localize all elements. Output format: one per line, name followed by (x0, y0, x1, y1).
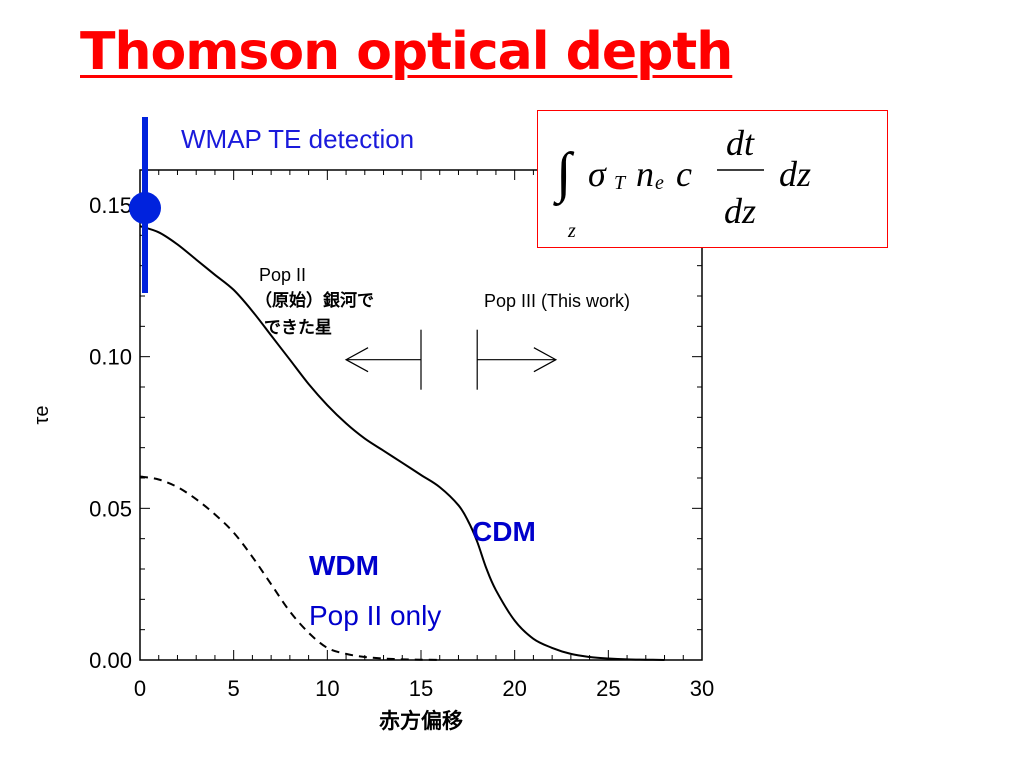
n-subscript: e (655, 172, 664, 194)
wdm-label: WDM (309, 550, 379, 581)
pop3-label: Pop III (This work) (484, 291, 630, 311)
x-axis-label: 赤方偏移 (379, 709, 463, 733)
cdm-label: CDM (472, 516, 536, 547)
arrow-right-head (533, 347, 558, 373)
x-tick-label: 0 (134, 676, 146, 701)
sigma-subscript: T (614, 172, 627, 194)
y-axis-label: τe (31, 405, 53, 424)
x-tick-label: 5 (228, 676, 240, 701)
c-symbol: c (676, 154, 692, 194)
wmap-marker-label: WMAP TE detection (181, 124, 414, 154)
pop2-jp-line1: （原始）銀河で (255, 290, 374, 310)
formula: ∫ z σ T n e c dt dz dz (553, 123, 811, 242)
x-tick-label: 20 (502, 676, 526, 701)
x-tick-label: 25 (596, 676, 620, 701)
y-tick-label: 0.15 (89, 193, 132, 218)
arrow-layer (344, 329, 558, 390)
y-axis-ticks: 0.00 0.05 0.10 0.15 (89, 193, 702, 673)
y-tick-label: 0.10 (89, 345, 132, 370)
wmap-point (129, 192, 161, 225)
x-axis-ticks: 0 5 10 15 20 25 30 (134, 170, 714, 701)
x-tick-label: 10 (315, 676, 339, 701)
wmap-marker (129, 117, 161, 293)
y-tick-label: 0.05 (89, 496, 132, 521)
series-layer (139, 225, 665, 661)
slide-title: Thomson optical depth (80, 22, 733, 82)
series-line-wdm (139, 475, 440, 661)
trailing-dz: dz (779, 154, 811, 194)
formula-box: ∫ z σ T n e c dt dz dz (537, 110, 888, 248)
series-line-cdm (139, 225, 665, 661)
x-tick-label: 15 (409, 676, 433, 701)
arrow-left-head (344, 347, 369, 373)
pop2-only-label: Pop II only (309, 600, 441, 631)
sigma-symbol: σ (588, 154, 607, 194)
integral-lower-limit: z (567, 220, 576, 242)
n-symbol: n (636, 154, 654, 194)
y-tick-label: 0.00 (89, 648, 132, 673)
fraction-numerator: dt (726, 123, 755, 163)
fraction-denominator: dz (724, 191, 756, 231)
x-tick-label: 30 (690, 676, 714, 701)
y-axis-label-main: τe (31, 405, 53, 424)
pop2-jp-line2: できた星 (264, 318, 332, 337)
integral-sign: ∫ (553, 142, 575, 207)
pop2-label: Pop II (259, 265, 306, 285)
